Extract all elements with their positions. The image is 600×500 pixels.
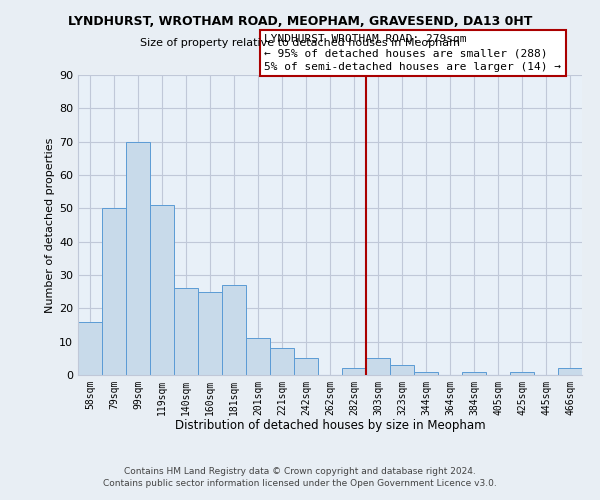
X-axis label: Distribution of detached houses by size in Meopham: Distribution of detached houses by size … <box>175 420 485 432</box>
Text: Size of property relative to detached houses in Meopham: Size of property relative to detached ho… <box>140 38 460 48</box>
Bar <box>174 288 198 375</box>
Bar <box>246 338 270 375</box>
Bar <box>222 285 246 375</box>
Bar <box>390 365 414 375</box>
Text: Contains HM Land Registry data © Crown copyright and database right 2024.
Contai: Contains HM Land Registry data © Crown c… <box>103 466 497 487</box>
Bar <box>78 322 102 375</box>
Bar <box>270 348 294 375</box>
Bar <box>150 205 174 375</box>
Bar <box>198 292 222 375</box>
Bar <box>366 358 390 375</box>
Bar <box>414 372 438 375</box>
Bar <box>558 368 582 375</box>
Text: LYNDHURST WROTHAM ROAD: 279sqm
← 95% of detached houses are smaller (288)
5% of : LYNDHURST WROTHAM ROAD: 279sqm ← 95% of … <box>265 34 562 72</box>
Bar <box>510 372 534 375</box>
Bar <box>102 208 126 375</box>
Bar <box>294 358 318 375</box>
Bar <box>462 372 486 375</box>
Y-axis label: Number of detached properties: Number of detached properties <box>45 138 55 312</box>
Text: LYNDHURST, WROTHAM ROAD, MEOPHAM, GRAVESEND, DA13 0HT: LYNDHURST, WROTHAM ROAD, MEOPHAM, GRAVES… <box>68 15 532 28</box>
Bar <box>342 368 366 375</box>
Bar <box>126 142 150 375</box>
